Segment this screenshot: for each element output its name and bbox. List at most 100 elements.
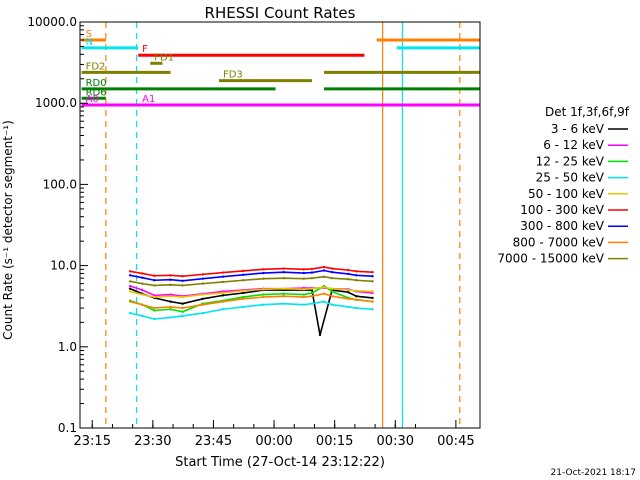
series-4-point-15	[347, 305, 350, 309]
series-1-point-1	[128, 287, 132, 290]
series-3-point-9	[262, 293, 265, 296]
series-8-point-12	[310, 294, 314, 298]
series-4-point-1	[128, 311, 132, 315]
series-8-point-5	[181, 306, 184, 310]
series-7-point-3	[153, 279, 156, 282]
series-6-point-8	[242, 269, 245, 273]
series-1-point-4	[169, 300, 172, 303]
series-9-point-11	[302, 277, 306, 280]
plot-frame	[79, 21, 481, 429]
series-9-point-13	[322, 275, 326, 278]
legend-label-4: 25 - 50 keV	[536, 171, 605, 185]
series-9-point-2	[141, 282, 144, 285]
x-tick-label-6: 00:30	[377, 434, 414, 449]
series-6-point-3	[153, 274, 156, 277]
series-5-point-12	[310, 287, 314, 290]
series-5-point-6	[201, 293, 205, 296]
x-tick-label-1: 23:15	[74, 434, 111, 449]
series-8-point-6	[201, 303, 205, 306]
series-6-point-9	[262, 268, 265, 271]
series-7-point-12	[310, 271, 314, 274]
series-8-point-10	[282, 294, 285, 298]
x-axis-label: Start Time (27-Oct-14 23:12:22)	[175, 455, 385, 470]
series-9-point-4	[169, 283, 172, 287]
y-tick-label-5: 1.0	[58, 340, 77, 354]
series-1-point-13	[318, 333, 322, 337]
legend-label-5: 50 - 100 keV	[528, 187, 605, 201]
series-7-point-15	[347, 272, 350, 276]
series-6-point-2	[141, 272, 144, 275]
y-tick-label-4: 10.0	[50, 259, 77, 273]
flag-label-fd3: FD3	[223, 70, 243, 81]
series-8-point-15	[347, 297, 350, 301]
series-7-point-16	[355, 274, 358, 277]
series-7-point-10	[282, 270, 285, 274]
flag-label-rd6: RD6	[86, 87, 107, 98]
series-5-point-7	[221, 291, 225, 295]
flag-label-fd2: FD2	[86, 61, 106, 72]
series-5-point-17	[371, 290, 374, 293]
series-4-point-14	[330, 303, 334, 306]
series-5-point-4	[169, 294, 172, 298]
series-9-line	[129, 275, 373, 287]
series-8-point-13	[322, 292, 326, 295]
series-4-point-8	[242, 305, 245, 309]
series-1-point-7	[221, 294, 225, 297]
series-7-point-6	[201, 277, 205, 280]
series-4-point-16	[355, 306, 358, 310]
series-7-point-2	[141, 276, 144, 279]
series-4-point-7	[221, 308, 225, 311]
series-5-point-14	[330, 287, 334, 290]
y-tick-label-1: 10000.0	[27, 15, 77, 29]
series-4-point-6	[201, 311, 205, 315]
legend: Det 1f,3f,6f,9f 3 - 6 keV 6 - 12 keV 12 - …	[497, 105, 629, 266]
flag-label-rd0: RD0	[86, 78, 107, 89]
series-8-point-1	[128, 300, 132, 303]
y-tick-label-3: 100.0	[43, 177, 77, 191]
series-8-point-9	[262, 295, 265, 299]
series-9-point-9	[262, 277, 265, 280]
series-2-point-3	[153, 294, 156, 297]
legend-label-8: 800 - 7000 keV	[513, 235, 605, 249]
flag-label-a0: A0	[86, 94, 99, 105]
series-4-point-10	[282, 302, 285, 305]
series-8-point-4	[169, 305, 172, 309]
series-5-point-10	[282, 287, 285, 290]
series-5-point-3	[153, 295, 156, 299]
series-5-point-13	[322, 286, 326, 289]
series-3-point-14	[330, 290, 334, 293]
chart-title: RHESSI Count Rates	[205, 4, 356, 22]
series-5-point-5	[181, 295, 184, 299]
series-1-point-15	[347, 291, 350, 294]
series-9-point-7	[221, 280, 225, 284]
series-4-point-9	[262, 303, 265, 306]
x-tick-label-4: 00:00	[255, 434, 292, 449]
series-6-point-4	[169, 274, 172, 277]
series-6-point-10	[282, 267, 285, 270]
series-8-point-8	[242, 297, 245, 301]
series-2-point-1	[128, 284, 132, 288]
series-9-point-14	[330, 276, 334, 280]
legend-label-3: 12 - 25 keV	[536, 154, 605, 168]
series-8-point-3	[153, 306, 156, 310]
series-7-point-13	[322, 269, 326, 272]
series-1-point-6	[201, 297, 205, 301]
series-7-point-5	[181, 279, 184, 282]
series-4-point-13	[322, 300, 326, 303]
series-3-point-4	[169, 308, 172, 311]
series-5-point-15	[347, 288, 350, 292]
series-5-point-16	[355, 289, 358, 292]
series-3-point-5	[181, 310, 184, 313]
timestamp: 21-Oct-2021 18:17	[551, 468, 636, 478]
y-axis-label: Count Rate (s⁻¹ detector segment⁻¹)	[1, 120, 15, 340]
series-7-point-8	[242, 273, 245, 277]
series-9-point-8	[242, 279, 245, 282]
series-6-point-5	[181, 275, 184, 278]
series-9-point-5	[181, 284, 184, 287]
series-7-point-14	[330, 270, 334, 274]
series-6-point-13	[322, 265, 326, 269]
series-9-point-12	[310, 276, 314, 280]
series-9-point-15	[347, 278, 350, 281]
series-9-point-3	[153, 284, 156, 287]
series-4-point-11	[302, 303, 306, 306]
